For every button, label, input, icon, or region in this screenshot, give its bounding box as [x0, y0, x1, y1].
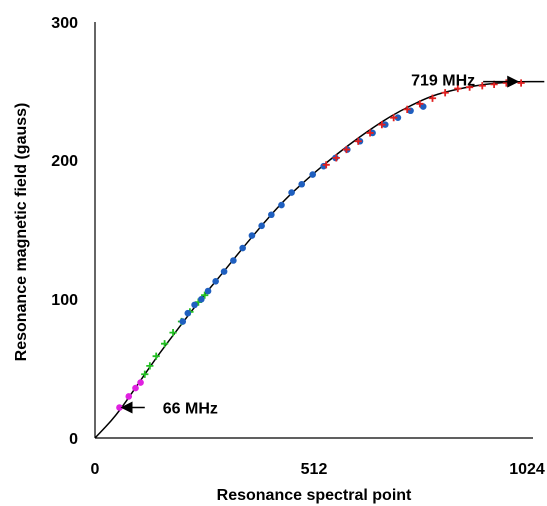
series-2-point-6 — [220, 268, 228, 275]
fit-curve-layer — [94, 80, 545, 439]
series-1-point-2 — [152, 352, 160, 360]
series-2-point-12 — [278, 201, 285, 209]
series-3-point-3 — [354, 137, 362, 145]
series-2-point-15 — [309, 171, 316, 178]
series-3-point-0 — [322, 161, 330, 169]
y-axis-label: Resonance magnetic field (gauss) — [13, 103, 30, 362]
series-2-point-7 — [230, 257, 237, 264]
series-3-point-11 — [454, 84, 462, 93]
series-2-point-4 — [204, 287, 212, 295]
x-tick-label-1024: 1024 — [509, 461, 545, 478]
x-axis-label: Resonance spectral point — [217, 487, 412, 504]
series-1-point-8 — [201, 291, 209, 299]
series-2-point-14 — [298, 180, 306, 188]
series-1-point-4 — [169, 329, 177, 337]
series-2-point-24 — [419, 103, 427, 110]
x-tick-label-0: 0 — [91, 461, 100, 478]
annotation-719mhz-label: 719 MHz — [411, 73, 475, 90]
y-tick-label-300: 300 — [51, 15, 78, 32]
series-3-point-16 — [517, 79, 525, 87]
series-2-point-9 — [248, 232, 256, 239]
series-3-point-2 — [342, 145, 351, 154]
series-2-point-5 — [212, 278, 219, 285]
series-2-point-11 — [268, 211, 275, 219]
series-1-point-3 — [161, 340, 169, 348]
series-3-point-7 — [403, 105, 411, 113]
series-1-point-0 — [141, 370, 149, 378]
series-0-point-0 — [116, 404, 123, 411]
annotation-66mhz-label: 66 MHz — [163, 400, 218, 417]
series-2-point-13 — [288, 189, 295, 196]
series-3-point-5 — [378, 121, 386, 129]
series-3-point-1 — [332, 154, 340, 162]
fit-curve-line — [94, 80, 545, 439]
series-2-point-23 — [407, 107, 414, 115]
series-3-point-9 — [428, 94, 437, 102]
series-0-point-3 — [137, 379, 144, 386]
x-tick-label-512: 512 — [301, 461, 328, 478]
series-3-point-8 — [416, 100, 424, 108]
series-2-point-8 — [239, 244, 246, 252]
y-tick-label-100: 100 — [51, 292, 78, 309]
series-3-point-15 — [502, 79, 510, 87]
series-2-point-10 — [258, 222, 265, 230]
series-2-point-22 — [394, 114, 402, 121]
series-0-point-1 — [125, 393, 133, 400]
series-2-point-2 — [191, 301, 198, 309]
series-3-point-13 — [478, 82, 486, 90]
series-2-point-1 — [184, 309, 192, 317]
series-2-point-3 — [198, 296, 205, 303]
y-tick-label-200: 200 — [51, 153, 78, 170]
series-0-point-2 — [132, 384, 139, 392]
series-3-point-10 — [441, 89, 449, 97]
series-3-point-6 — [390, 114, 398, 122]
series-1-point-1 — [146, 362, 154, 370]
y-tick-label-0: 0 — [69, 431, 78, 448]
series-3-point-12 — [466, 83, 474, 91]
data-points-layer — [116, 79, 525, 411]
series-2-point-0 — [179, 318, 187, 325]
series-3-point-4 — [366, 129, 374, 137]
